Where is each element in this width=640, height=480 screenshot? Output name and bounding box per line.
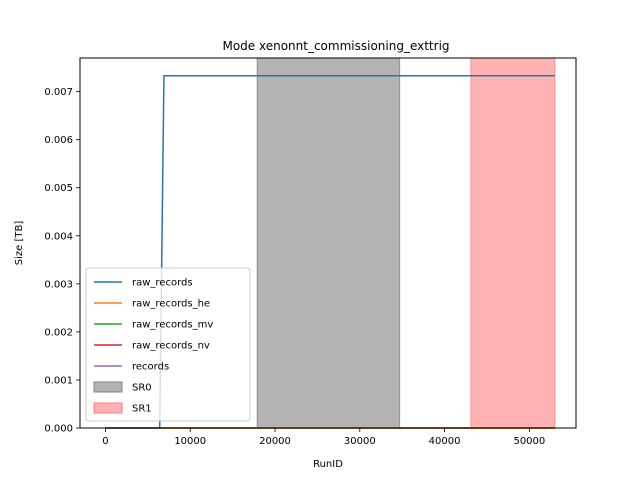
span-sr0 bbox=[256, 57, 401, 429]
spans-layer bbox=[256, 57, 556, 429]
y-tick-label: 0.001 bbox=[44, 375, 73, 386]
legend-label-raw-records-mv: raw_records_mv bbox=[132, 320, 213, 331]
x-axis-label: RunID bbox=[313, 459, 343, 470]
y-axis-label: Size [TB] bbox=[14, 221, 25, 266]
x-tick-label: 20000 bbox=[259, 436, 291, 447]
legend-label-records: records bbox=[132, 362, 169, 373]
legend-box bbox=[85, 267, 251, 422]
x-axis: 0 10000 20000 30000 40000 50000 bbox=[102, 428, 545, 447]
chart-title: Mode xenonnt_commissioning_exttrig bbox=[222, 39, 449, 53]
x-tick-label: 10000 bbox=[174, 436, 206, 447]
y-tick-label: 0.000 bbox=[44, 424, 73, 435]
y-tick-label: 0.004 bbox=[44, 231, 73, 242]
legend: raw_records raw_records_he raw_records_mvr… bbox=[85, 267, 251, 422]
legend-label-sr1: SR1 bbox=[132, 404, 152, 415]
x-tick-label: 50000 bbox=[513, 436, 545, 447]
x-tick-label: 30000 bbox=[344, 436, 376, 447]
span-sr1 bbox=[470, 57, 556, 429]
legend-label-raw-records-nv: raw_records_nv bbox=[132, 341, 210, 352]
legend-swatch-sr0 bbox=[93, 381, 123, 393]
legend-label-raw-records: raw_records bbox=[132, 278, 193, 289]
legend-label-sr0: SR0 bbox=[132, 383, 152, 394]
legend-swatch-sr1 bbox=[93, 402, 123, 414]
plot-frame bbox=[79, 57, 577, 429]
y-tick-label: 0.003 bbox=[44, 279, 73, 290]
y-tick-label: 0.005 bbox=[44, 183, 73, 194]
legend-label-raw-records-he: raw_records_he bbox=[132, 299, 210, 310]
x-tick-label: 0 bbox=[102, 436, 108, 447]
y-tick-label: 0.002 bbox=[44, 327, 73, 338]
y-tick-label: 0.007 bbox=[44, 87, 73, 98]
y-tick-label: 0.006 bbox=[44, 135, 73, 146]
x-tick-label: 40000 bbox=[429, 436, 461, 447]
y-axis: 0.000 0.001 0.002 0.003 0.004 0.005 0.006 0.007 bbox=[44, 87, 80, 435]
